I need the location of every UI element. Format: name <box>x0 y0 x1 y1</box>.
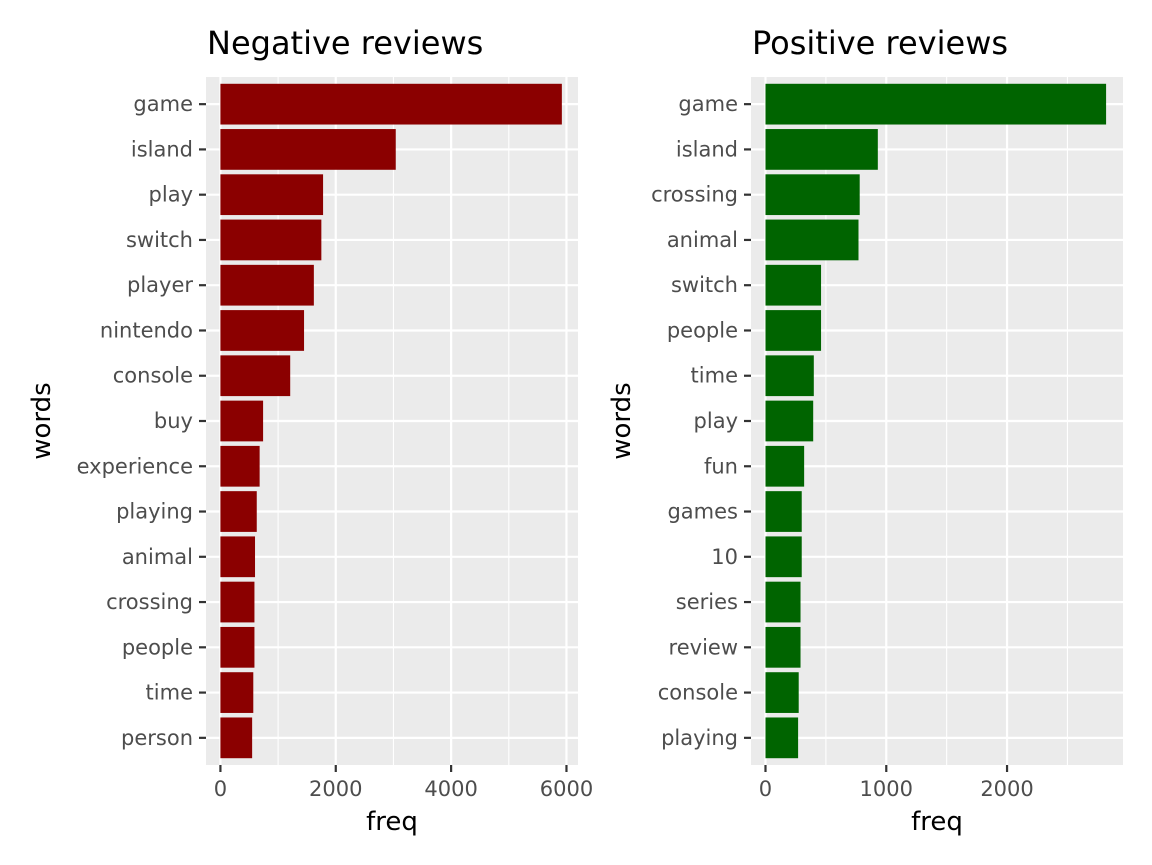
bar-review <box>765 626 801 668</box>
bar-games <box>765 491 802 532</box>
bar-nintendo <box>220 310 305 351</box>
x-tick-label: 0 <box>214 777 227 801</box>
bar-fun <box>765 445 805 487</box>
bar-playing <box>220 491 257 532</box>
y-tick-label: time <box>146 681 193 705</box>
bar-island <box>765 129 878 170</box>
bar-people <box>765 310 822 351</box>
bar-crossing <box>765 174 860 216</box>
bar-playing <box>765 717 799 759</box>
bar-10 <box>765 536 802 578</box>
y-tick-label: playing <box>116 500 193 524</box>
bar-game <box>765 83 1107 125</box>
y-tick-label: play <box>694 409 738 433</box>
y-tick-label: animal <box>667 228 738 252</box>
bar-player <box>220 264 314 306</box>
y-tick-label: island <box>676 137 738 161</box>
bar-experience <box>220 445 260 487</box>
bar-play <box>220 174 324 216</box>
y-tick-label: console <box>113 364 193 388</box>
bar-people <box>220 626 255 668</box>
x-tick-label: 0 <box>759 777 772 801</box>
chart-title: Negative reviews <box>207 24 483 62</box>
bar-console <box>220 355 291 397</box>
x-axis-title: freq <box>366 807 418 837</box>
bar-time <box>220 672 254 713</box>
y-tick-label: nintendo <box>100 318 193 342</box>
y-tick-label: person <box>121 726 193 750</box>
x-axis-title: freq <box>911 807 963 837</box>
y-tick-label: switch <box>126 228 193 252</box>
bar-buy <box>220 400 264 442</box>
bar-console <box>765 672 799 713</box>
y-axis-title: words <box>27 382 57 459</box>
bar-series <box>765 581 801 623</box>
bar-person <box>220 717 253 759</box>
y-tick-label: playing <box>661 726 738 750</box>
x-tick-label: 6000 <box>540 777 593 801</box>
y-tick-label: people <box>667 318 738 342</box>
bar-crossing <box>220 581 255 623</box>
y-tick-label: play <box>149 183 193 207</box>
bar-animal <box>765 219 859 261</box>
bar-game <box>220 83 562 125</box>
y-tick-label: buy <box>154 409 193 433</box>
y-tick-label: player <box>127 273 193 297</box>
bar-time <box>765 355 814 397</box>
bar-switch <box>765 264 822 306</box>
x-tick-label: 1000 <box>860 777 913 801</box>
x-tick-label: 4000 <box>424 777 477 801</box>
y-tick-label: switch <box>671 273 738 297</box>
y-tick-label: experience <box>77 454 193 478</box>
y-tick-label: review <box>669 635 738 659</box>
y-tick-label: fun <box>704 454 738 478</box>
y-tick-label: island <box>131 137 193 161</box>
y-tick-label: people <box>122 635 193 659</box>
y-tick-label: game <box>133 92 193 116</box>
y-tick-label: animal <box>122 545 193 569</box>
y-tick-label: crossing <box>106 590 193 614</box>
x-tick-label: 2000 <box>980 777 1033 801</box>
positive-reviews-chart: game island crossing animal switch people time… <box>607 24 1123 837</box>
negative-reviews-chart: game island play switch player nintendo consol… <box>27 24 593 837</box>
x-tick-label: 2000 <box>309 777 362 801</box>
y-tick-label: series <box>676 590 738 614</box>
y-tick-label: console <box>658 681 738 705</box>
chart-title: Positive reviews <box>752 24 1008 62</box>
y-axis-title: words <box>607 382 637 459</box>
y-tick-label: game <box>678 92 738 116</box>
bar-switch <box>220 219 322 261</box>
bar-play <box>765 400 814 442</box>
y-tick-label: crossing <box>651 183 738 207</box>
y-tick-label: time <box>691 364 738 388</box>
bar-island <box>220 129 396 170</box>
y-tick-label: games <box>667 500 738 524</box>
bar-animal <box>220 536 256 578</box>
y-tick-label: 10 <box>711 545 738 569</box>
